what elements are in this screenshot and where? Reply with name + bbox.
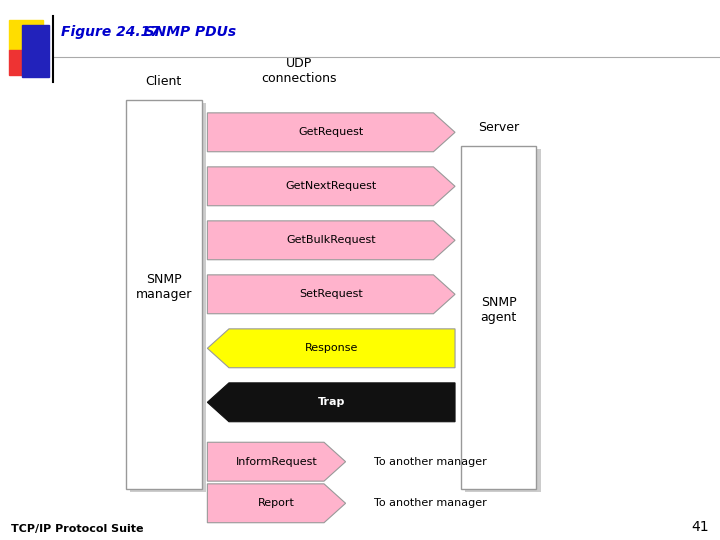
Polygon shape [207,167,455,206]
Polygon shape [207,221,455,260]
Text: TCP/IP Protocol Suite: TCP/IP Protocol Suite [11,523,143,534]
Text: Report: Report [258,498,295,508]
Bar [465,149,541,492]
Text: UDP
connections: UDP connections [261,57,336,85]
Bar [9,50,43,75]
Text: To another manager: To another manager [374,498,487,508]
Text: Server: Server [478,121,519,134]
Text: InformRequest: InformRequest [235,457,318,467]
Bar [9,20,43,50]
Text: Figure 24.17: Figure 24.17 [61,25,160,39]
Bar [130,103,206,492]
Text: GetNextRequest: GetNextRequest [286,181,377,191]
Text: SNMP PDUs: SNMP PDUs [130,25,235,39]
Bar [22,25,49,77]
Text: Trap: Trap [318,397,345,407]
Polygon shape [207,442,346,481]
Text: To another manager: To another manager [374,457,487,467]
Bar [126,100,202,489]
Text: 41: 41 [692,519,709,534]
Text: GetBulkRequest: GetBulkRequest [287,235,376,245]
Text: SetRequest: SetRequest [300,289,363,299]
Polygon shape [207,484,346,523]
Polygon shape [207,383,455,422]
Text: SNMP
agent: SNMP agent [480,296,517,325]
Text: Response: Response [305,343,358,353]
Polygon shape [207,275,455,314]
Text: SNMP
manager: SNMP manager [135,273,192,301]
Polygon shape [207,329,455,368]
Text: GetRequest: GetRequest [299,127,364,137]
Text: Client: Client [145,75,182,88]
Polygon shape [207,113,455,152]
Bar [461,146,536,489]
